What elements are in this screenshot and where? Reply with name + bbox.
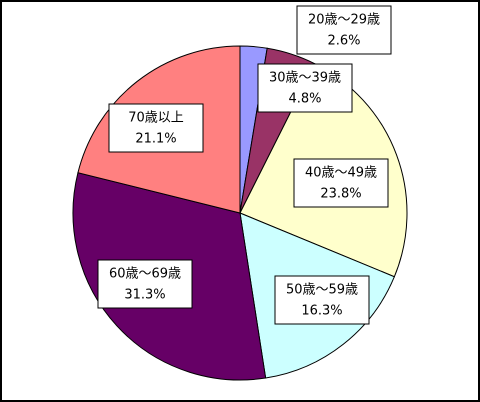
value-label: 16.3%	[301, 304, 342, 319]
slice-label: 60歳～69歳	[109, 267, 181, 282]
value-label: 23.8%	[320, 187, 361, 202]
value-label: 4.8%	[288, 92, 321, 107]
label-box	[274, 275, 370, 325]
value-label: 21.1%	[135, 132, 176, 147]
value-label: 2.6%	[327, 34, 360, 49]
label-box	[293, 158, 389, 208]
slice-label: 50歳～59歳	[286, 283, 358, 298]
label-box	[108, 103, 204, 153]
label-box	[296, 5, 392, 55]
label-box	[97, 259, 193, 309]
label-box	[257, 63, 353, 113]
value-label: 31.3%	[124, 288, 165, 303]
slice-label: 40歳～49歳	[305, 166, 377, 181]
slice-label: 20歳～29歳	[308, 13, 380, 28]
slice-label: 30歳～39歳	[269, 71, 341, 86]
slice-label: 70歳以上	[128, 111, 184, 126]
